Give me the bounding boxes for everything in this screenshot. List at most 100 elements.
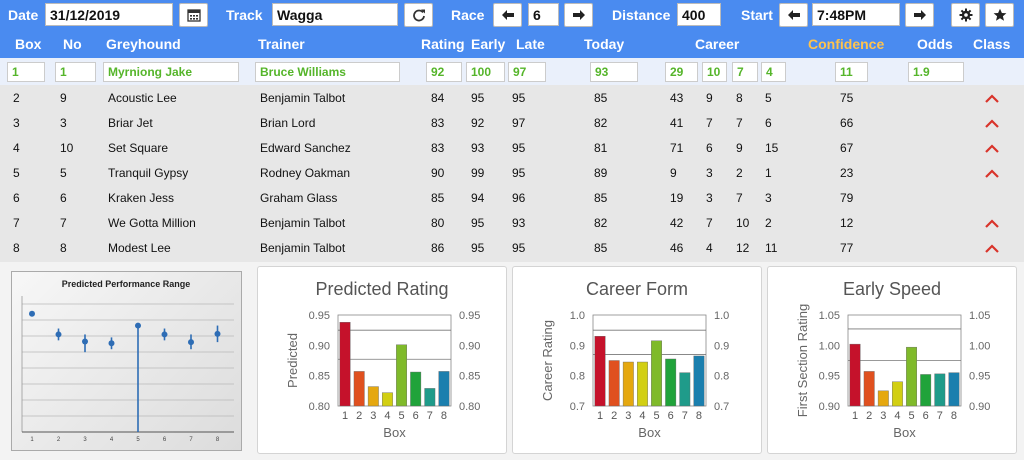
trainer-input[interactable]: Bruce Williams [255, 62, 400, 82]
bar-box-6 [410, 371, 422, 407]
header-late[interactable]: Late [516, 36, 545, 52]
bar-box-5 [906, 346, 917, 407]
x-tick: 4 [639, 410, 645, 422]
race-next-button[interactable] [564, 3, 593, 27]
selected-row[interactable]: 1 1 Myrniong Jake Bruce Williams 92 100 … [0, 58, 1024, 85]
race-label: Race [451, 7, 485, 23]
table-row[interactable]: 3 3 Briar Jet Brian Lord 83 92 97 82 41 7 7 6 66 [0, 111, 1024, 136]
table-row[interactable]: 7 7 We Gotta Million Benjamin Talbot 80 95 93 8… [0, 211, 1024, 236]
rating-cell: 85 [431, 191, 445, 205]
early-cell: 95 [471, 216, 485, 230]
header-trainer[interactable]: Trainer [258, 36, 305, 52]
track-label: Track [226, 7, 263, 23]
range-point [161, 331, 168, 338]
x-tick: 1 [30, 437, 34, 443]
table-row[interactable]: 8 8 Modest Lee Benjamin Talbot 86 95 95 85 46 4 12… [0, 236, 1024, 261]
settings-button[interactable] [951, 3, 980, 27]
header-greyhound[interactable]: Greyhound [106, 36, 181, 52]
career-starts-input[interactable]: 29 [665, 62, 698, 82]
no-cell: 6 [60, 191, 67, 205]
x-tick: 5 [909, 410, 915, 422]
header-confidence[interactable]: Confidence [808, 36, 885, 52]
calendar-button[interactable] [179, 3, 208, 27]
y-tick-right: 0.95 [969, 371, 990, 383]
career-seconds-cell: 7 [736, 191, 743, 205]
bar-box-6 [920, 374, 932, 407]
header-today[interactable]: Today [584, 36, 625, 52]
table-row[interactable]: 2 9 Acoustic Lee Benjamin Talbot 84 95 95 85 43 9… [0, 86, 1024, 111]
today-cell: 85 [594, 241, 608, 255]
plot-frame [337, 314, 452, 407]
no-input[interactable]: 1 [55, 62, 96, 82]
career-wins-input[interactable]: 10 [702, 62, 727, 82]
today-input[interactable]: 93 [590, 62, 638, 82]
table-row[interactable]: 6 6 Kraken Jess Graham Glass 85 94 96 85 19 3 7 3 79 [0, 186, 1024, 211]
x-tick: 3 [83, 437, 87, 443]
class-up-icon[interactable] [984, 240, 1000, 256]
refresh-button[interactable] [404, 3, 433, 27]
table-row[interactable]: 4 10 Set Square Edward Sanchez 83 93 95 81 71 6 9 1… [0, 136, 1024, 161]
favorite-button[interactable] [985, 3, 1014, 27]
x-tick: 4 [384, 410, 390, 422]
header-box[interactable]: Box [15, 36, 42, 52]
x-tick: 5 [136, 437, 140, 443]
header-class[interactable]: Class [973, 36, 1011, 52]
rating-cell: 83 [431, 141, 445, 155]
class-up-icon[interactable] [984, 90, 1000, 106]
race-prev-button[interactable] [493, 3, 522, 27]
class-up-icon[interactable] [984, 140, 1000, 156]
header-early[interactable]: Early [471, 36, 506, 52]
x-tick: 6 [668, 410, 674, 422]
y-tick-right: 1.05 [969, 310, 990, 322]
confidence-input[interactable]: 11 [835, 62, 868, 82]
table-row[interactable]: 5 5 Tranquil Gypsy Rodney Oakman 90 99 95 89 9 3 2… [0, 161, 1024, 186]
x-tick: 7 [427, 410, 433, 422]
today-cell: 81 [594, 141, 608, 155]
box-cell: 8 [13, 241, 20, 255]
career-thirds-input[interactable]: 4 [761, 62, 786, 82]
x-tick: 8 [696, 410, 702, 422]
track-field[interactable]: Wagga [272, 3, 398, 26]
bar-box-8 [948, 372, 960, 407]
x-tick: 2 [356, 410, 362, 422]
x-tick: 8 [441, 410, 447, 422]
box-cell: 3 [13, 116, 20, 130]
class-up-icon[interactable] [984, 115, 1000, 131]
distance-field[interactable]: 400 [677, 3, 721, 26]
career-starts-cell: 43 [670, 91, 684, 105]
header-career[interactable]: Career [695, 36, 740, 52]
header-odds[interactable]: Odds [917, 36, 953, 52]
y-tick-left: 1.05 [819, 310, 840, 322]
career-wins-cell: 7 [706, 116, 713, 130]
class-up-icon[interactable] [984, 215, 1000, 231]
trainer-cell: Edward Sanchez [260, 141, 351, 155]
bar-box-3 [367, 386, 379, 407]
header-no[interactable]: No [63, 36, 82, 52]
race-field[interactable]: 6 [528, 3, 559, 26]
career-seconds-input[interactable]: 7 [732, 62, 758, 82]
chart-title: Predicted Rating [315, 279, 448, 299]
x-tick: 6 [923, 410, 929, 422]
early-cell: 95 [471, 241, 485, 255]
early-input[interactable]: 100 [466, 62, 505, 82]
y-axis-label: First Section Rating [795, 304, 810, 417]
box-input[interactable]: 1 [7, 62, 45, 82]
header-rating[interactable]: Rating [421, 36, 465, 52]
early-cell: 99 [471, 166, 485, 180]
trainer-cell: Rodney Oakman [260, 166, 351, 180]
bar-box-1 [594, 336, 606, 407]
start-field[interactable]: 7:48PM [812, 3, 900, 26]
table-header: Box No Greyhound Trainer Rating Early La… [0, 30, 1024, 58]
start-prev-button[interactable] [779, 3, 808, 27]
x-tick: 3 [370, 410, 376, 422]
performance-range-svg: Predicted Performance Range 1 2 3 4 5 6 7 8 [21, 279, 234, 443]
class-up-icon[interactable] [984, 165, 1000, 181]
rating-cell: 83 [431, 116, 445, 130]
odds-input[interactable]: 1.9 [908, 62, 964, 82]
date-field[interactable]: 31/12/2019 [45, 3, 173, 26]
rating-input[interactable]: 92 [426, 62, 462, 82]
start-next-button[interactable] [905, 3, 934, 27]
late-input[interactable]: 97 [508, 62, 546, 82]
greyhound-input[interactable]: Myrniong Jake [103, 62, 239, 82]
y-tick-left: 0.85 [309, 371, 330, 383]
